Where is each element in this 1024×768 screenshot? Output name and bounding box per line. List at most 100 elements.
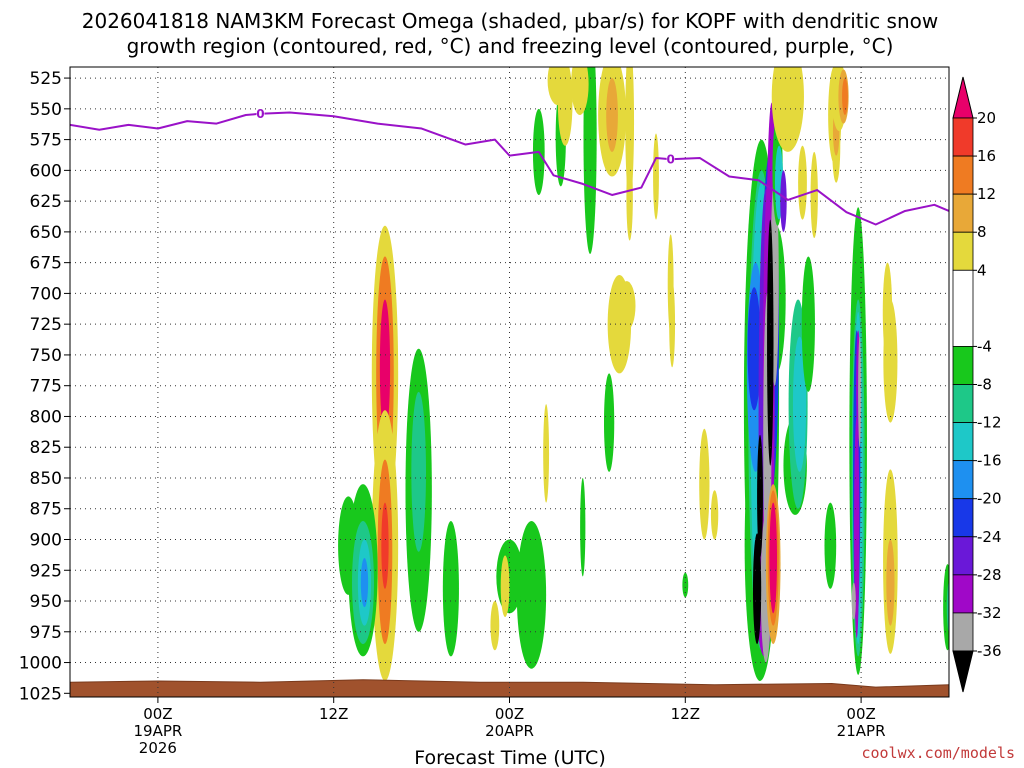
omega-cell [379,299,391,435]
omega-cell [381,502,389,589]
y-tick-label: 600 [30,161,62,181]
omega-cell [360,557,369,608]
omega-cell [882,262,893,362]
x-tick-label: 12Z [319,705,348,723]
omega-cell [747,287,761,411]
y-tick-label: 950 [30,592,62,612]
y-tick-label: 1000 [19,654,62,674]
y-tick-label: 750 [30,346,62,366]
y-tick-label: 825 [30,438,62,458]
omega-cell [682,572,689,598]
colorbar-label: -20 [977,490,1002,508]
y-tick-label: 575 [30,131,62,151]
freezing-level-line [70,111,949,226]
y-tick-label: 725 [30,315,62,335]
colorbar-label: 4 [977,261,987,279]
freezing-label-background [666,152,675,166]
x-axis-label: Forecast Time (UTC) [414,747,605,768]
x-tick-label: 19APR [133,722,182,740]
omega-cell [500,555,510,618]
ground-surface [70,679,949,697]
y-tick-label: 550 [30,100,62,120]
colorbar-label: -12 [977,414,1002,432]
colorbar-label: -8 [977,376,992,394]
colorbar-label: -4 [977,337,992,355]
omega-cell [411,391,426,552]
y-tick-label: 1025 [19,684,62,704]
colorbar-band [952,574,974,614]
omega-cell [769,502,778,614]
colorbar-band [952,460,974,500]
omega-cell [771,67,804,152]
x-tick-label: 00Z [846,705,875,723]
omega-shading-layer [338,67,949,682]
omega-cell [792,336,807,472]
omega-cell [810,151,818,239]
colorbar-label: 12 [977,185,996,203]
ground-layer [70,679,949,697]
freezing-level-label: 0 [666,152,674,166]
x-tick-label: 2026 [139,739,177,757]
colorbar-band [952,346,974,385]
omega-cell [603,373,615,472]
y-tick-label: 875 [30,500,62,520]
y-tick-label: 850 [30,469,62,489]
omega-cell [669,281,676,368]
colorbar-label: 16 [977,147,996,165]
x-tick-label: 00Z [143,705,172,723]
omega-cell [516,521,547,669]
omega-cell [798,145,807,220]
omega-cell [583,67,597,254]
y-tick-label: 800 [30,407,62,427]
omega-cell [606,78,618,152]
y-tick-label: 700 [30,284,62,304]
colorbar-band [952,155,974,195]
y-tick-label: 675 [30,254,62,274]
omega-cell [943,564,949,651]
colorbar-label: 8 [977,223,987,241]
colorbar-label: -28 [977,566,1002,584]
y-tick-label: 625 [30,192,62,212]
omega-cell [699,428,710,540]
omega-cell [626,154,633,241]
omega-cell [780,170,787,232]
y-tick-label: 525 [30,69,62,89]
colorbar-band [952,384,974,423]
colorbar-bottom-arrow [952,650,974,693]
colorbar-band [952,612,974,652]
omega-cell [580,477,586,577]
colorbar-band [952,269,974,347]
omega-cell [442,521,459,657]
omega-cell [946,582,949,632]
chart-title-line-2: growth region (contoured, red, °C) and f… [127,34,894,58]
omega-cell [858,336,862,448]
omega-cell [710,490,719,540]
x-tick-label: 00Z [495,705,524,723]
colorbar-label: -32 [977,604,1002,622]
omega-cell [543,404,550,503]
omega-cell [851,582,856,620]
y-tick-label: 775 [30,377,62,397]
colorbar-band [952,193,974,233]
omega-cell [547,67,569,106]
y-tick-label: 900 [30,531,62,551]
omega-cell [824,502,837,589]
omega-cell [617,281,636,331]
omega-cell [801,256,815,392]
freezing-level-label: 0 [256,107,264,121]
y-axis: 525 550 575 600 625 650 675 700 725 750 775 800 825 8… [19,69,70,704]
x-tick-label: 21APR [837,722,886,740]
colorbar-band [952,498,974,538]
colorbar-band [952,231,974,271]
y-tick-label: 650 [30,223,62,243]
x-tick-label: 12Z [671,705,700,723]
colorbar-band [952,117,974,157]
omega-cell [757,434,763,558]
colorbar-band [952,422,974,462]
colorbar-label: 20 [977,109,996,127]
colorbar-band [952,536,974,576]
omega-cell [854,416,860,638]
omega-cell [842,78,848,115]
y-tick-label: 925 [30,561,62,581]
